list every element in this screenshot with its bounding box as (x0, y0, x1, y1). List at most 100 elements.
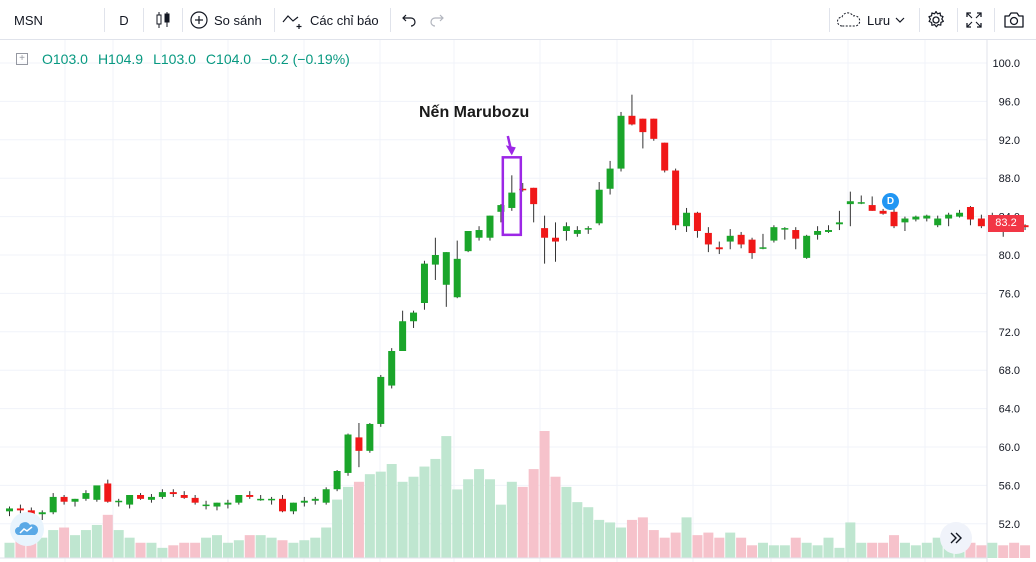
divider (994, 8, 995, 32)
top-toolbar: MSN D So sánh Các chỉ báo (0, 0, 1036, 40)
volume-bar (277, 540, 288, 558)
scroll-to-realtime-button[interactable] (940, 522, 972, 554)
volume-bars (4, 431, 1031, 558)
volume-bar (343, 486, 354, 558)
fullscreen-button[interactable] (958, 0, 990, 40)
volume-bar (321, 527, 332, 558)
volume-bar (659, 537, 670, 558)
volume-bar (899, 542, 910, 558)
volume-bar (408, 476, 419, 558)
candle-body (945, 214, 953, 219)
candle-body (857, 202, 865, 204)
candle-body (147, 496, 155, 500)
volume-bar (70, 535, 81, 558)
price-axis[interactable]: 100.096.092.088.084.080.076.072.068.064.… (0, 40, 1020, 562)
divider (829, 8, 830, 32)
volume-bar (299, 540, 310, 558)
candle-body (650, 118, 658, 139)
candle-body (573, 230, 581, 234)
volume-bar (736, 537, 747, 558)
chart-type-button[interactable] (144, 0, 182, 40)
gear-icon (928, 10, 944, 28)
candle-body (748, 239, 756, 254)
candle-body (257, 498, 265, 501)
candle-body (388, 351, 396, 386)
candle-body (901, 218, 909, 223)
volume-bar (670, 532, 681, 558)
volume-bar (539, 431, 550, 558)
volume-bar (714, 537, 725, 558)
volume-bar (375, 471, 386, 558)
candle-body (956, 212, 964, 217)
candle-body (38, 512, 46, 515)
double-chevron-right-icon (950, 532, 962, 544)
divider (957, 8, 958, 32)
compare-button[interactable]: So sánh (190, 0, 270, 40)
indicators-button[interactable]: Các chỉ báo (282, 0, 386, 40)
volume-bar (550, 476, 561, 558)
candle-body (617, 115, 625, 169)
highlight-rect (501, 156, 523, 237)
interval-button[interactable]: D (105, 0, 143, 40)
redo-button[interactable] (426, 0, 448, 40)
candle-body (584, 228, 592, 230)
candle-body (966, 207, 974, 220)
candle-body (726, 235, 734, 242)
tradingview-logo-button[interactable] (10, 512, 44, 546)
candle-body (639, 118, 647, 133)
candle-body (912, 216, 920, 220)
volume-bar (190, 542, 201, 558)
ohlc-open: O103.0 (42, 51, 88, 67)
candle-body (431, 255, 439, 265)
candles (6, 94, 1029, 520)
screenshot-button[interactable] (998, 0, 1030, 40)
candle-body (311, 498, 319, 501)
compare-label: So sánh (214, 12, 262, 28)
candle-body (541, 228, 549, 238)
save-button[interactable]: Lưu (836, 0, 916, 40)
candle-body (93, 485, 101, 500)
candle-body (104, 483, 112, 502)
indicators-label: Các chỉ báo (310, 12, 379, 28)
settings-button[interactable] (920, 0, 952, 40)
volume-bar (452, 489, 463, 558)
candle-body (137, 495, 145, 499)
undo-button[interactable] (398, 0, 420, 40)
divider (104, 8, 105, 32)
candle-body (213, 502, 221, 507)
volume-bar (124, 537, 135, 558)
volume-bar (222, 542, 233, 558)
candle-body (595, 189, 603, 224)
volume-bar (801, 542, 812, 558)
volume-bar (1009, 542, 1020, 558)
volume-bar (889, 535, 900, 558)
y-tick-label: 56.0 (999, 480, 1020, 492)
volume-bar (583, 507, 594, 558)
symbol-search[interactable]: MSN (14, 0, 94, 40)
divider (143, 8, 144, 32)
volume-bar (484, 479, 495, 558)
volume-bar (976, 545, 987, 558)
y-tick-label: 92.0 (999, 135, 1020, 147)
candle-body (890, 211, 898, 227)
collapse-legend-icon[interactable]: + (16, 53, 28, 65)
volume-bar (572, 502, 583, 558)
y-tick-label: 52.0 (999, 519, 1020, 531)
candle-body (715, 247, 723, 250)
annotation-label: Nến Marubozu (419, 104, 530, 121)
candle-body (224, 502, 232, 505)
volume-bar (37, 537, 48, 558)
volume-bar (867, 542, 878, 558)
chart-canvas[interactable]: 100.096.092.088.084.080.076.072.068.064.… (0, 40, 1036, 562)
candle-body (519, 188, 527, 191)
dividend-marker[interactable]: D (882, 193, 899, 210)
candle-body (672, 170, 680, 226)
candle-body (289, 502, 297, 512)
candle-body (300, 500, 308, 503)
candle-body (628, 115, 636, 125)
volume-bar (102, 514, 113, 558)
candle-body (792, 230, 800, 239)
volume-bar (834, 547, 845, 558)
volume-bar (812, 545, 823, 558)
divider (919, 8, 920, 32)
